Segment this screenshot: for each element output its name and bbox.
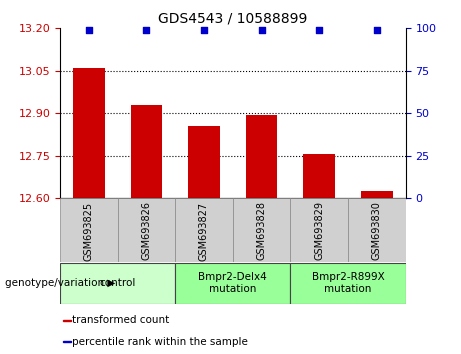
Text: control: control bbox=[100, 278, 136, 288]
Bar bbox=[246, 115, 278, 198]
Text: GSM693830: GSM693830 bbox=[372, 201, 382, 260]
Bar bbox=[64, 341, 71, 342]
FancyBboxPatch shape bbox=[348, 198, 406, 262]
Bar bbox=[64, 320, 71, 321]
Bar bbox=[188, 126, 220, 198]
Bar bbox=[130, 105, 162, 198]
Bar bbox=[73, 68, 105, 198]
Text: genotype/variation ▶: genotype/variation ▶ bbox=[5, 278, 115, 288]
Point bbox=[142, 27, 150, 33]
Point bbox=[85, 27, 92, 33]
FancyBboxPatch shape bbox=[60, 263, 175, 304]
Bar bbox=[303, 154, 335, 198]
Text: GSM693827: GSM693827 bbox=[199, 201, 209, 261]
FancyBboxPatch shape bbox=[233, 198, 290, 262]
FancyBboxPatch shape bbox=[60, 198, 118, 262]
Point bbox=[373, 27, 381, 33]
Text: Bmpr2-R899X
mutation: Bmpr2-R899X mutation bbox=[312, 272, 384, 294]
Title: GDS4543 / 10588899: GDS4543 / 10588899 bbox=[158, 12, 307, 26]
FancyBboxPatch shape bbox=[175, 263, 290, 304]
Text: GSM693825: GSM693825 bbox=[84, 201, 94, 261]
Text: GSM693828: GSM693828 bbox=[257, 201, 266, 261]
Text: GSM693829: GSM693829 bbox=[314, 201, 324, 261]
FancyBboxPatch shape bbox=[290, 198, 348, 262]
Text: transformed count: transformed count bbox=[72, 315, 169, 325]
Bar bbox=[361, 191, 393, 198]
Point bbox=[258, 27, 266, 33]
Text: percentile rank within the sample: percentile rank within the sample bbox=[72, 337, 248, 347]
Point bbox=[315, 27, 323, 33]
Text: GSM693826: GSM693826 bbox=[142, 201, 151, 261]
Text: Bmpr2-Delx4
mutation: Bmpr2-Delx4 mutation bbox=[198, 272, 267, 294]
Point bbox=[200, 27, 207, 33]
FancyBboxPatch shape bbox=[290, 263, 406, 304]
FancyBboxPatch shape bbox=[175, 198, 233, 262]
FancyBboxPatch shape bbox=[118, 198, 175, 262]
